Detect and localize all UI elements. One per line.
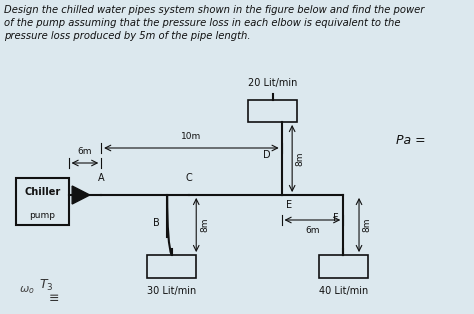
Text: $\omega_o$: $\omega_o$: [18, 284, 34, 296]
Text: B: B: [153, 218, 160, 228]
Text: 6m: 6m: [78, 147, 92, 156]
Text: C: C: [186, 173, 192, 183]
Text: 6m: 6m: [305, 226, 319, 235]
Text: 8m: 8m: [201, 218, 210, 232]
Text: A: A: [98, 173, 104, 183]
Polygon shape: [72, 186, 90, 204]
Text: D: D: [264, 150, 271, 160]
Text: Design the chilled water pipes system shown in the figure below and find the pow: Design the chilled water pipes system sh…: [4, 5, 425, 41]
Text: 20 Lit/min: 20 Lit/min: [248, 78, 298, 88]
Text: F: F: [333, 213, 339, 223]
Text: 8m: 8m: [296, 151, 305, 166]
Text: 8m: 8m: [363, 218, 372, 232]
Text: $\equiv$: $\equiv$: [46, 291, 60, 305]
Text: pump: pump: [29, 210, 55, 219]
Text: 40 Lit/min: 40 Lit/min: [319, 286, 368, 296]
Text: E: E: [286, 200, 292, 210]
Text: Pa =: Pa =: [396, 133, 426, 147]
Text: Chiller: Chiller: [24, 187, 60, 197]
Text: $T_3$: $T_3$: [38, 278, 53, 293]
Text: 30 Lit/min: 30 Lit/min: [147, 286, 196, 296]
Text: 10m: 10m: [181, 132, 201, 141]
